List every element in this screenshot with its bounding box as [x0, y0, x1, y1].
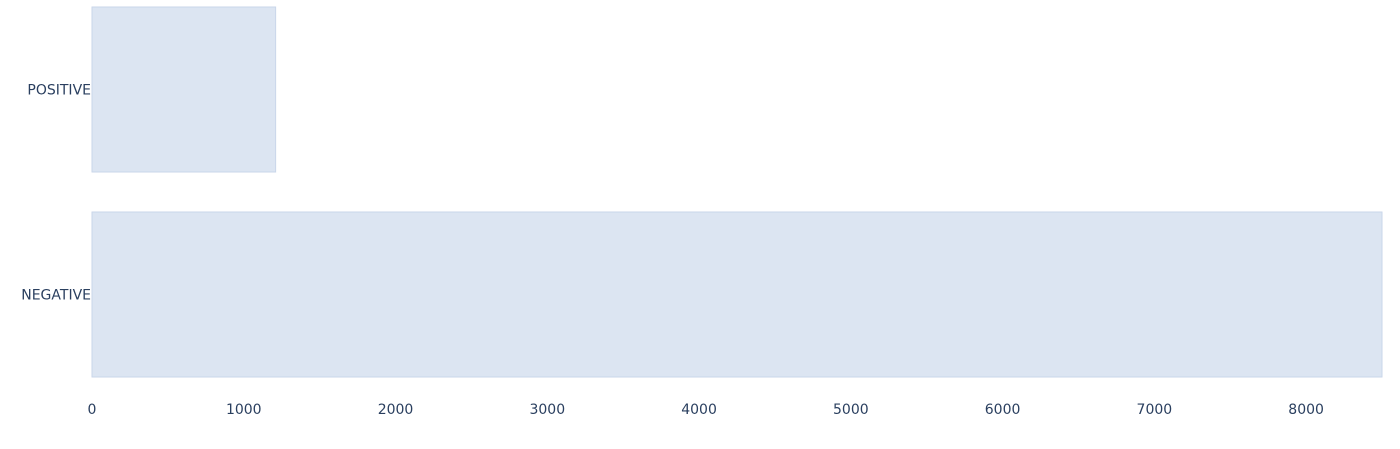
x-tick-label-7000: 7000: [1137, 402, 1173, 418]
x-tick-label-6000: 6000: [985, 402, 1021, 418]
y-tick-label-positive: POSITIVE: [27, 83, 91, 99]
bar-negative: [91, 211, 1383, 378]
bars-layer: [91, 6, 1383, 378]
x-tick-label-1000: 1000: [226, 402, 262, 418]
x-tick-label-4000: 4000: [681, 402, 717, 418]
bar-positive: [91, 6, 277, 173]
x-tick-label-3000: 3000: [529, 402, 565, 418]
x-tick-label-8000: 8000: [1288, 402, 1324, 418]
x-tick-label-5000: 5000: [833, 402, 869, 418]
x-axis-ticks: 0 1000 2000 3000 4000 5000 6000 7000 8000: [88, 402, 1324, 418]
x-tick-label-0: 0: [88, 402, 97, 418]
y-axis-labels: POSITIVE NEGATIVE: [21, 83, 91, 304]
x-tick-label-2000: 2000: [378, 402, 414, 418]
y-tick-label-negative: NEGATIVE: [21, 288, 91, 304]
